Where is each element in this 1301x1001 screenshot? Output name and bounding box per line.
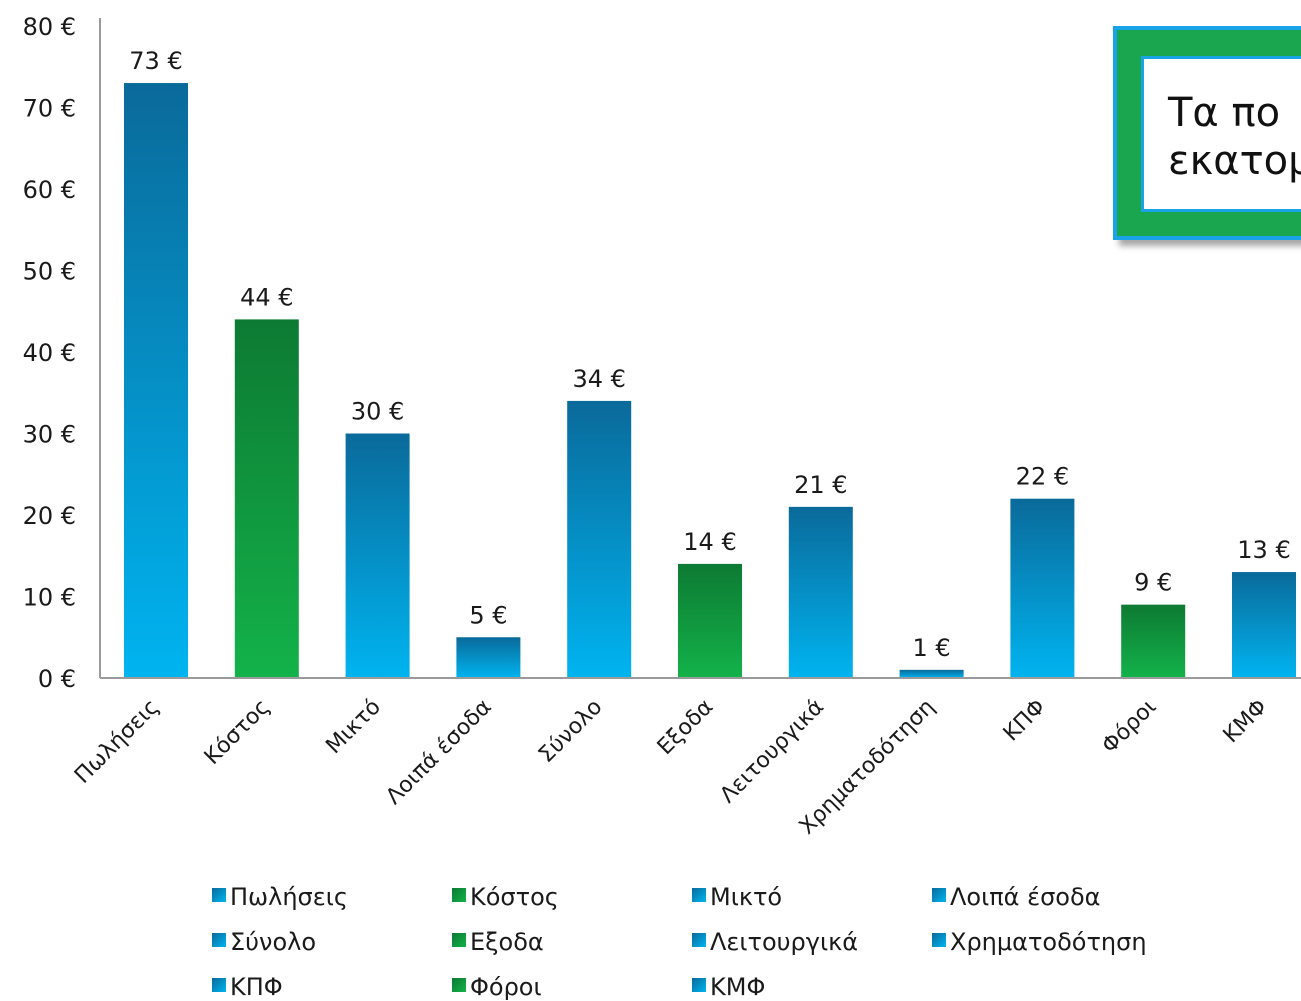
x-tick-label: Σύνολο [534, 695, 607, 768]
y-tick-label: 50 € [23, 258, 76, 286]
bar-6 [678, 563, 742, 678]
x-tick-label: Φόροι [1097, 695, 1161, 759]
data-label-7: 21 € [794, 471, 847, 499]
legend-swatch [212, 933, 226, 947]
legend-swatch [452, 888, 466, 902]
callout-text: Τα πο εκατομ [1168, 89, 1301, 185]
legend-swatch [692, 888, 706, 902]
legend-label: Λοιπά έσοδα [950, 883, 1101, 911]
legend-label: Πωλήσεις [230, 883, 348, 911]
x-tick-label: Λοιπά έσοδα [381, 695, 496, 810]
y-tick-label: 60 € [23, 176, 76, 204]
legend: Πωλήσεις Κόστος Μικτό Λοιπά έσοδα Σύνολο Εξοδ… [212, 883, 1147, 1001]
data-labels: 73 € 44 € 30 € 5 € 34 € 14 € 21 € 1 € 22 € 9 € 13 … [129, 47, 1290, 662]
legend-swatch [692, 978, 706, 992]
legend-label: Λειτουργικά [710, 928, 858, 956]
bar-4 [456, 637, 521, 678]
data-label-11: 13 € [1237, 536, 1290, 564]
bar-1 [124, 83, 188, 679]
data-label-3: 30 € [351, 398, 404, 426]
x-tick-label: ΚΜΦ [1219, 695, 1273, 749]
y-tick-label: 10 € [23, 584, 76, 612]
legend-label: Φόροι [470, 973, 542, 1001]
y-tick-label: 0 € [38, 665, 76, 693]
legend-swatch [932, 888, 946, 902]
y-tick-label: 80 € [23, 13, 76, 41]
data-label-10: 9 € [1134, 569, 1172, 597]
bar-9 [1010, 498, 1075, 678]
y-tick-label: 70 € [23, 95, 76, 123]
callout-box: Τα πο εκατομ [1113, 26, 1301, 240]
data-label-1: 73 € [129, 47, 182, 75]
bar-11 [1232, 572, 1296, 678]
x-tick-label: Πωλήσεις [70, 695, 164, 789]
x-tick-label: Λειτουργικά [715, 695, 829, 809]
legend-swatch [452, 978, 466, 992]
legend-label: ΚΠΦ [230, 973, 283, 1001]
legend-label: Κόστος [470, 883, 559, 911]
data-label-8: 1 € [913, 634, 951, 662]
legend-label: Χρηματοδότηση [950, 928, 1147, 956]
legend-label: Σύνολο [230, 928, 316, 956]
legend-swatch [932, 933, 946, 947]
bar-10 [1121, 604, 1186, 678]
legend-label: ΚΜΦ [710, 973, 765, 1001]
x-tick-label: ΚΠΦ [999, 695, 1051, 747]
callout-text-line2: εκατομ [1168, 138, 1301, 184]
x-tick-label: Εξοδα [653, 695, 718, 760]
legend-label: Εξοδα [470, 928, 544, 956]
bar-7 [788, 506, 853, 678]
callout-text-line1: Τα πο [1168, 90, 1281, 136]
y-tick-label: 20 € [23, 502, 76, 530]
x-tick-label: Μικτό [321, 695, 385, 759]
callout-inner-panel: Τα πο εκατομ [1141, 56, 1301, 212]
data-label-9: 22 € [1016, 463, 1069, 491]
y-tick-label: 30 € [23, 421, 76, 449]
legend-swatch [212, 978, 226, 992]
bar-2 [234, 319, 299, 678]
bar-8 [899, 669, 964, 678]
legend-swatch [452, 933, 466, 947]
data-label-6: 14 € [683, 528, 736, 556]
x-tick-label: Κόστος [200, 695, 275, 770]
data-label-2: 44 € [240, 283, 293, 311]
legend-label: Μικτό [710, 883, 782, 911]
y-axis: 0 € 10 € 20 € 30 € 40 € 50 € 60 € 70 € 80 € [23, 13, 101, 693]
legend-swatch [692, 933, 706, 947]
bar-3 [345, 433, 410, 678]
bar-5 [567, 400, 632, 678]
y-tick-label: 40 € [23, 339, 76, 367]
bars [124, 83, 1296, 679]
data-label-4: 5 € [469, 601, 507, 629]
data-label-5: 34 € [572, 365, 625, 393]
legend-swatch [212, 888, 226, 902]
